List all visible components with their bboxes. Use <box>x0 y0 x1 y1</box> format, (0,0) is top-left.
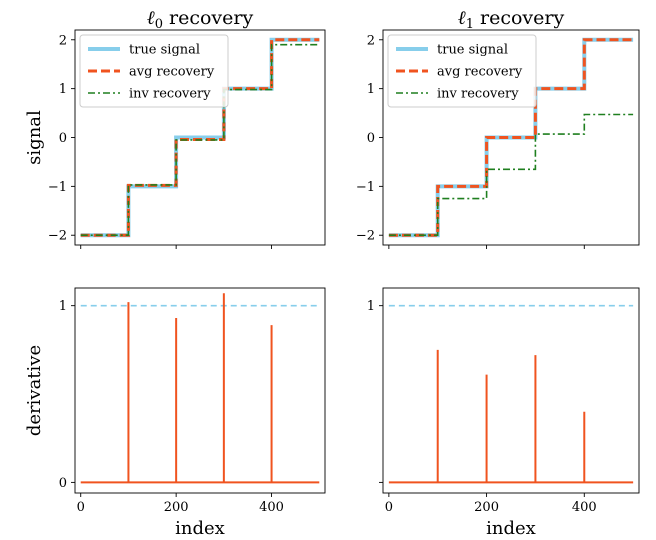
legend-label: inv recovery <box>129 87 211 102</box>
plot-area <box>388 37 634 238</box>
series-avg-recovery <box>388 38 634 237</box>
y-tick-label: 0 <box>59 131 67 146</box>
panel-top-right: −2 −1 0 1 2 ℓ1 recovery true signal avg recover… <box>356 7 640 249</box>
legend: true signal avg recovery inv recovery <box>79 34 229 108</box>
x-tick-label: 0 <box>77 500 85 515</box>
y-tick-label: −1 <box>48 180 67 195</box>
panel-bottom-left: 0 200 400 0 1 derivative index <box>24 287 326 539</box>
panel-bottom-right: 0 200 400 1 index <box>367 287 640 539</box>
x-tick-label: 400 <box>259 500 284 515</box>
panel-title: ℓ1 recovery <box>458 7 565 32</box>
y-tick-label: 1 <box>59 82 67 97</box>
legend-label: true signal <box>437 43 508 58</box>
y-axis-label: derivative <box>24 345 45 436</box>
plot-frame <box>74 287 326 494</box>
y-tick-label: 2 <box>59 33 67 48</box>
plot-area <box>80 293 320 484</box>
series-inv-recovery <box>388 113 634 236</box>
legend-box <box>79 34 229 108</box>
x-tick-label: 200 <box>164 500 189 515</box>
x-tick-label: 0 <box>385 500 393 515</box>
y-tick-label: 0 <box>367 131 375 146</box>
y-tick-label: 1 <box>367 82 375 97</box>
series-inv-recovery <box>80 43 320 236</box>
legend-label: avg recovery <box>129 65 215 80</box>
panel-top-left: −2 −1 0 1 2 ℓ0 recovery signal true signal avg r… <box>24 7 326 249</box>
y-tick-label: −2 <box>356 229 375 244</box>
y-tick-label: −1 <box>356 180 375 195</box>
y-tick-label: −2 <box>48 229 67 244</box>
y-tick-label: 2 <box>367 33 375 48</box>
plot-frame <box>382 287 640 494</box>
plot-area <box>80 37 320 238</box>
x-tick-label: 400 <box>572 500 597 515</box>
plot-area <box>388 304 634 484</box>
y-tick-label: 1 <box>59 299 67 314</box>
y-tick-label: 1 <box>367 299 375 314</box>
legend-label: inv recovery <box>437 87 519 102</box>
legend-box <box>387 34 537 108</box>
legend-label: true signal <box>129 43 200 58</box>
y-axis-label: signal <box>24 110 45 165</box>
x-tick-label: 200 <box>474 500 499 515</box>
panel-title: ℓ0 recovery <box>147 7 254 32</box>
x-axis-label: index <box>175 518 225 539</box>
legend: true signal avg recovery inv recovery <box>387 34 537 108</box>
x-axis-label: index <box>486 518 536 539</box>
y-tick-label: 0 <box>59 476 67 491</box>
legend-label: avg recovery <box>437 65 523 80</box>
